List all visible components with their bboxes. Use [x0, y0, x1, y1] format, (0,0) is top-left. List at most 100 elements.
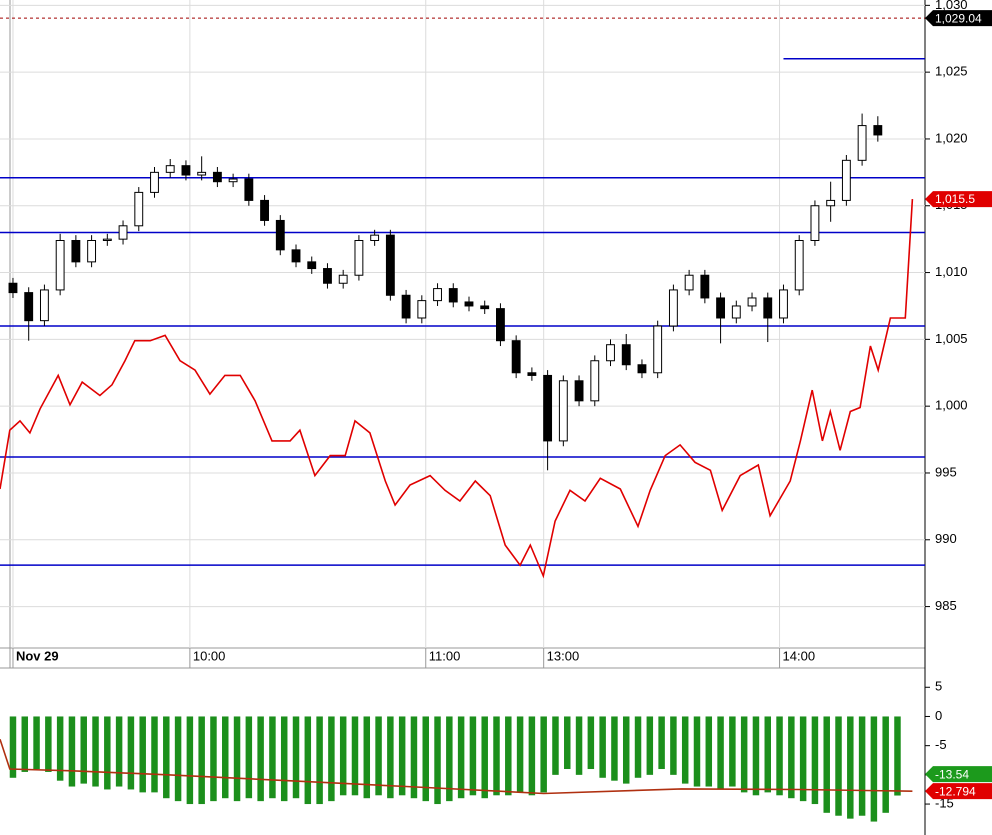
candle-body	[71, 239, 81, 263]
price-tag	[925, 191, 992, 208]
y-tick-label: 5	[935, 679, 942, 694]
candle-body	[637, 364, 647, 374]
candle-body	[841, 159, 851, 201]
bar	[552, 716, 559, 775]
candle-body	[260, 199, 269, 221]
candle-body	[621, 344, 631, 366]
bar	[33, 716, 40, 770]
price-tag	[925, 783, 992, 800]
candle-body	[24, 292, 34, 322]
bar	[328, 716, 335, 802]
bar	[174, 716, 182, 802]
bar	[835, 716, 842, 816]
bar	[799, 716, 807, 802]
bar	[304, 716, 312, 805]
price-tag-label: 1,015.5	[935, 192, 975, 206]
y-tick-label: 1,005	[935, 331, 968, 346]
candle-body	[354, 239, 364, 276]
candle-body	[574, 380, 584, 402]
candle-body	[590, 360, 600, 402]
bar	[528, 716, 536, 796]
y-tick-label: -15	[935, 795, 954, 810]
candle-body	[275, 219, 285, 251]
bar	[68, 716, 76, 787]
bar	[363, 716, 371, 799]
bar	[611, 716, 618, 781]
bar	[222, 716, 229, 799]
series-line	[0, 738, 913, 795]
y-tick-label: -5	[935, 737, 947, 752]
y-tick-label: 1,025	[935, 64, 968, 79]
bar	[151, 716, 158, 793]
bar	[469, 716, 477, 796]
price-tag-label: -13.54	[935, 767, 969, 781]
bar	[599, 716, 606, 778]
bar	[280, 716, 288, 802]
candle-body	[55, 239, 65, 291]
candle-body	[370, 234, 380, 241]
bar	[481, 716, 488, 799]
bar	[858, 716, 866, 816]
bar	[634, 716, 642, 778]
candle-body	[496, 308, 505, 342]
y-tick-label: 995	[935, 464, 957, 479]
y-tick-label: 1,030	[935, 0, 968, 12]
bar	[104, 716, 111, 790]
bar	[127, 716, 135, 790]
bar	[681, 716, 689, 784]
candle-body	[543, 374, 553, 442]
price-tag-label: -12.794	[935, 784, 976, 798]
candle-body	[307, 261, 317, 270]
x-tick-label: 14:00	[783, 648, 816, 663]
bar	[422, 716, 429, 802]
bar	[564, 716, 571, 770]
price-tag	[925, 10, 992, 27]
candle-body	[244, 178, 254, 201]
candle-body	[716, 297, 726, 319]
bar	[622, 716, 630, 784]
candle-body	[165, 165, 175, 173]
bar	[339, 716, 347, 796]
candle-body	[653, 325, 663, 374]
y-tick-label: 1,020	[935, 130, 968, 145]
bar	[56, 716, 64, 781]
candle-body	[212, 171, 222, 183]
candle-body	[794, 239, 804, 291]
bar	[198, 716, 205, 805]
bar	[847, 716, 854, 819]
bar	[870, 716, 878, 822]
candle-body	[511, 340, 521, 374]
price-tag	[925, 766, 992, 783]
candle-body	[606, 344, 615, 362]
candle-body	[857, 125, 867, 161]
bar	[457, 716, 465, 799]
candle-body	[118, 225, 128, 240]
candle-body	[87, 239, 97, 263]
bar	[505, 716, 512, 796]
bar	[434, 716, 441, 805]
candle-body	[181, 165, 191, 176]
candle-body	[8, 282, 18, 294]
bar	[493, 716, 500, 796]
candle-body	[779, 289, 788, 319]
bar	[21, 716, 29, 772]
candle-body	[150, 171, 159, 193]
candle-body	[480, 305, 490, 310]
bar	[398, 716, 406, 796]
candle-body	[464, 301, 474, 307]
candle-body	[39, 289, 49, 322]
bar	[92, 716, 99, 787]
bar	[351, 716, 359, 796]
bar	[670, 716, 677, 775]
bar	[316, 716, 323, 805]
x-tick-label: Nov 29	[16, 648, 59, 663]
bar	[882, 716, 889, 813]
bar	[139, 716, 146, 793]
bar	[752, 716, 760, 796]
candle-body	[102, 238, 112, 241]
bar	[788, 716, 795, 799]
candle-body	[873, 125, 883, 136]
bar	[45, 716, 52, 772]
bar	[375, 716, 382, 796]
y-tick-label: 985	[935, 598, 957, 613]
